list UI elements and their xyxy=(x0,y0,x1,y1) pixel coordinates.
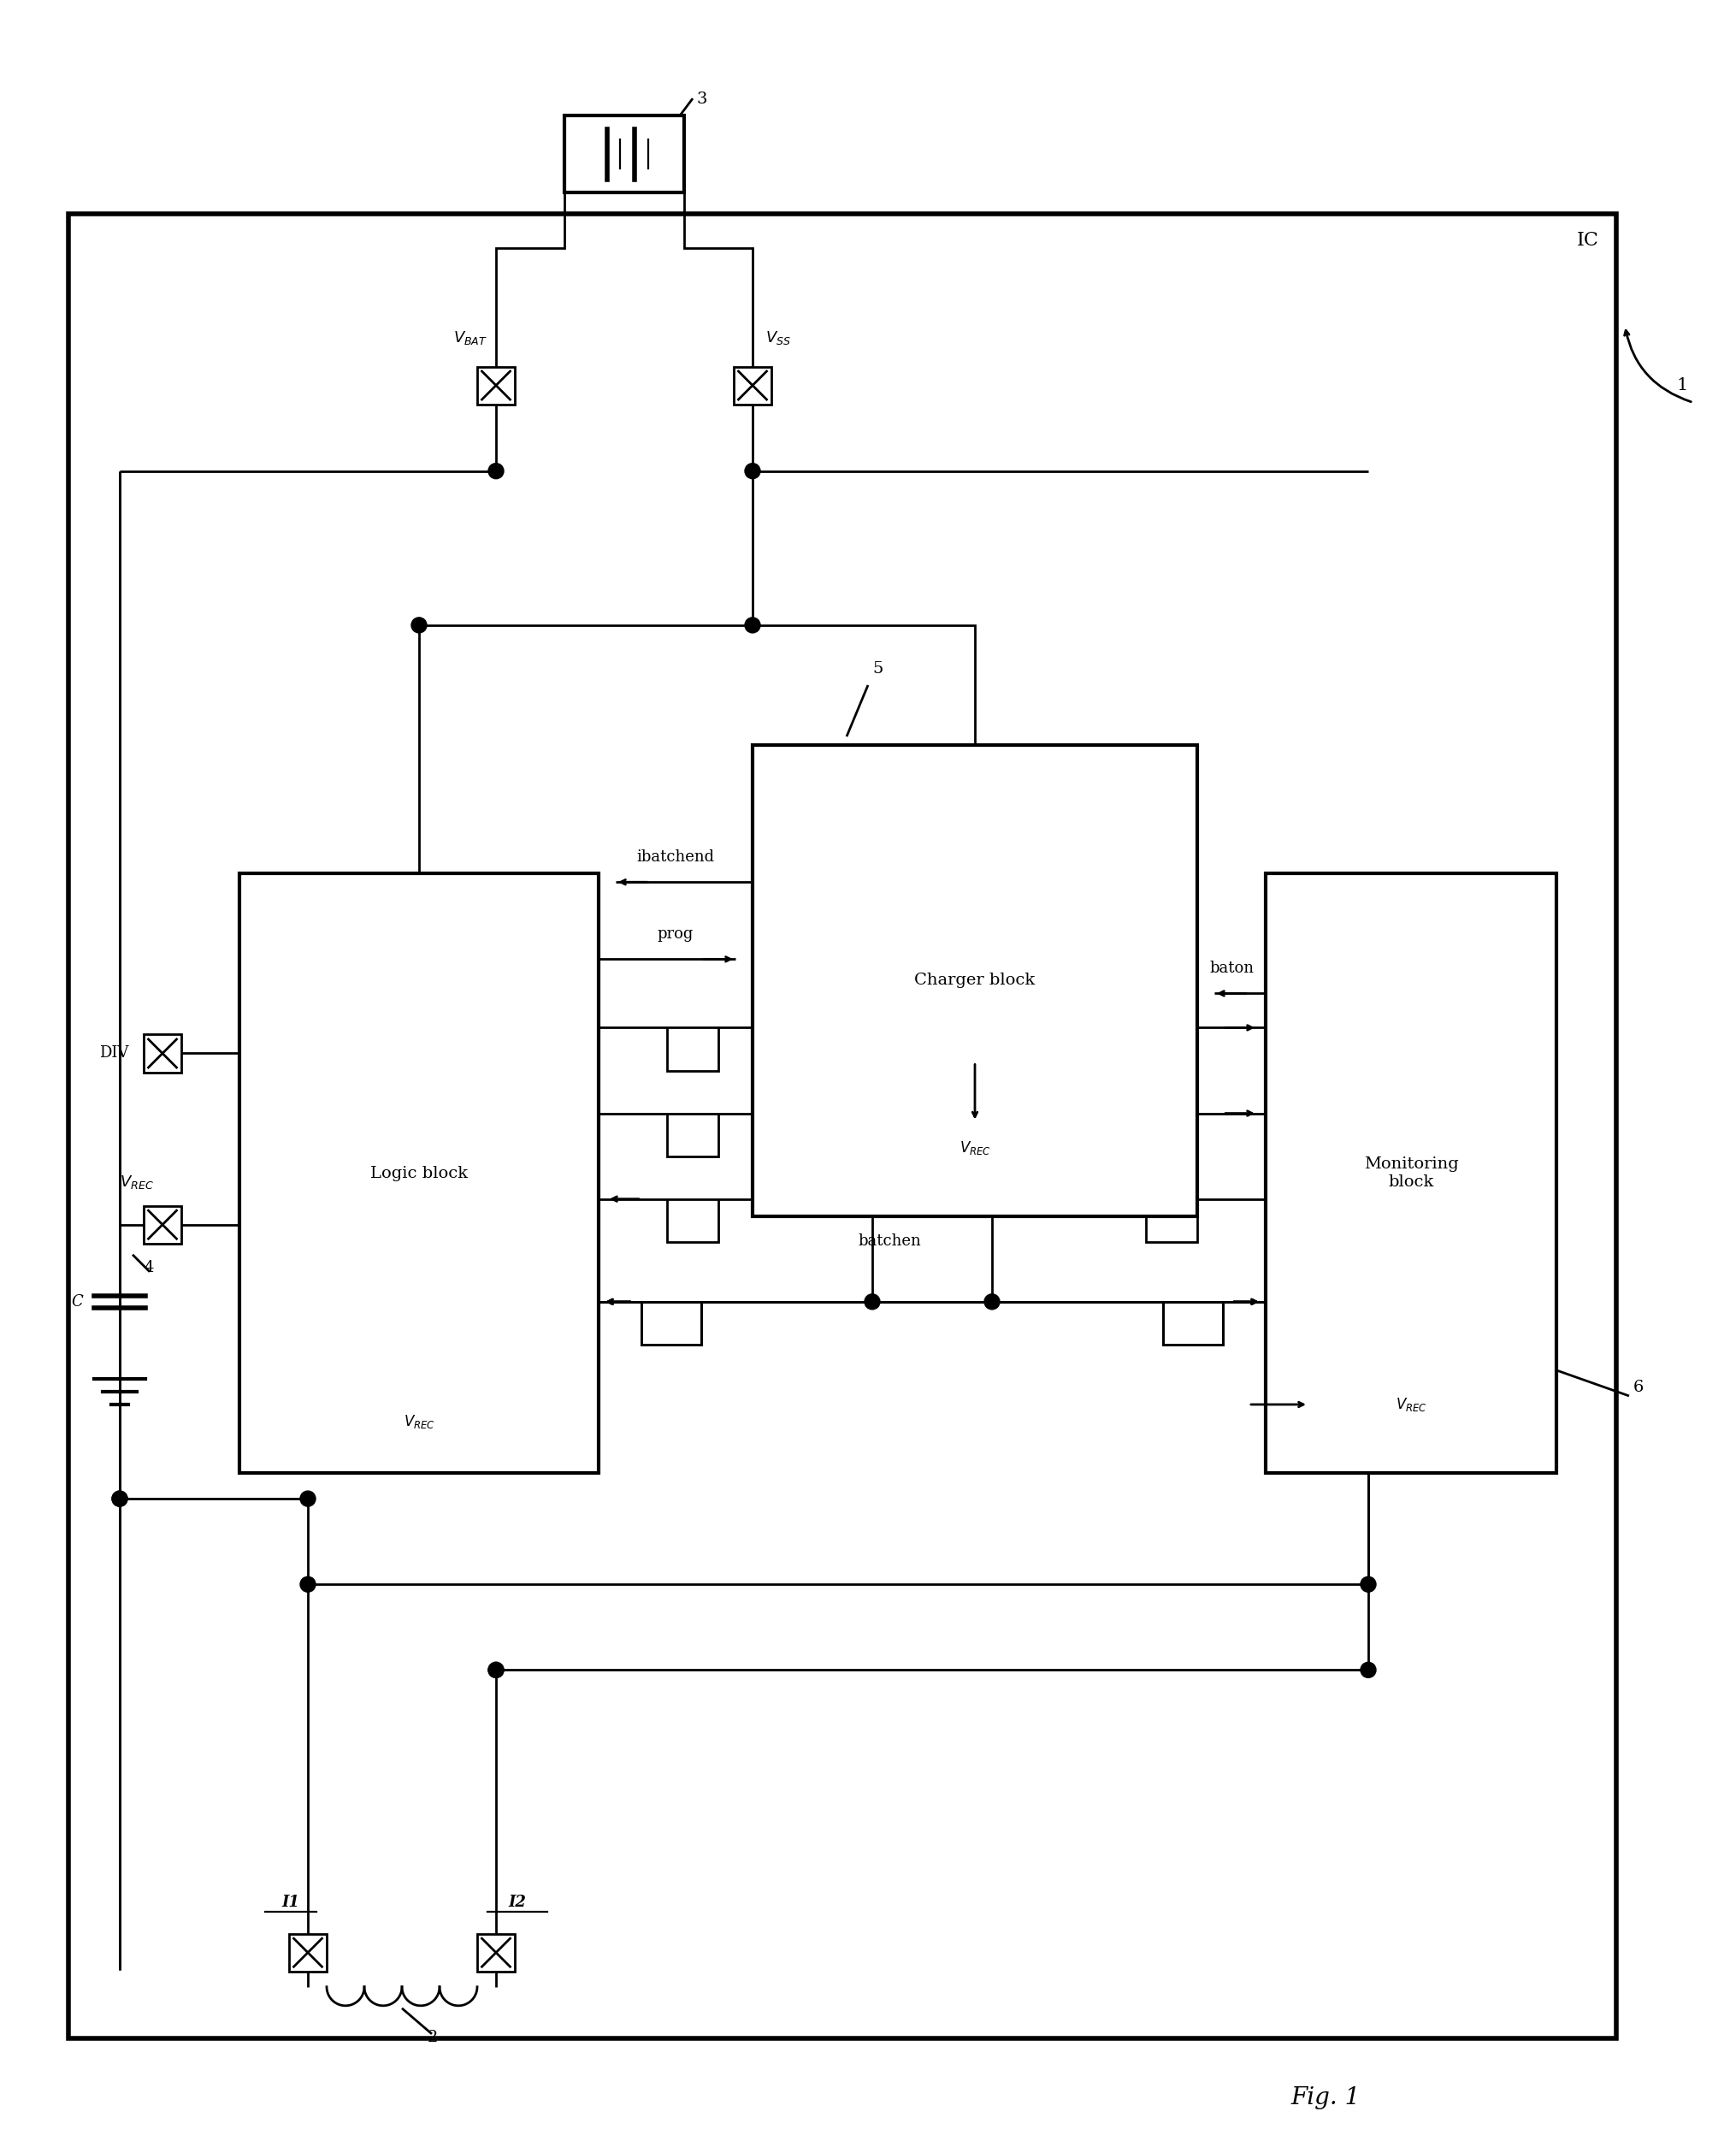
Circle shape xyxy=(745,617,760,634)
Text: $V_{REC}$: $V_{REC}$ xyxy=(1396,1396,1427,1413)
Text: Charger block: Charger block xyxy=(915,972,1035,989)
Text: IC: IC xyxy=(1576,231,1599,250)
Text: Logic block: Logic block xyxy=(370,1165,467,1182)
Circle shape xyxy=(300,1490,316,1507)
Text: baton: baton xyxy=(1210,961,1253,976)
Bar xyxy=(752,745,1198,1216)
Text: Fig. 1: Fig. 1 xyxy=(1292,2087,1361,2109)
Text: $V_{REC}$: $V_{REC}$ xyxy=(120,1173,155,1190)
Bar xyxy=(68,214,1616,2038)
Text: DIV: DIV xyxy=(99,1045,128,1062)
Text: batchen: batchen xyxy=(858,1233,920,1248)
Text: 1: 1 xyxy=(1677,377,1687,394)
Text: 2: 2 xyxy=(427,2030,437,2045)
Bar xyxy=(564,116,684,193)
Bar xyxy=(240,874,599,1473)
Circle shape xyxy=(1361,1576,1377,1593)
Bar xyxy=(1266,874,1557,1473)
Text: $V_{REC}$: $V_{REC}$ xyxy=(403,1413,434,1430)
Text: I1: I1 xyxy=(281,1895,300,1910)
Circle shape xyxy=(1361,1661,1377,1679)
Bar xyxy=(477,1933,516,1972)
Text: 6: 6 xyxy=(1634,1379,1644,1396)
Bar xyxy=(290,1933,326,1972)
Bar xyxy=(144,1034,181,1073)
Circle shape xyxy=(488,1661,503,1679)
Text: prog: prog xyxy=(658,927,694,942)
Circle shape xyxy=(300,1576,316,1593)
Text: 4: 4 xyxy=(144,1259,155,1276)
Bar xyxy=(144,1205,181,1244)
Circle shape xyxy=(488,1661,503,1679)
Text: $V_{BAT}$: $V_{BAT}$ xyxy=(453,330,488,347)
Text: C: C xyxy=(71,1293,83,1310)
Text: ibatchend: ibatchend xyxy=(637,850,715,865)
Circle shape xyxy=(745,462,760,480)
Text: I2: I2 xyxy=(509,1895,526,1910)
Text: 5: 5 xyxy=(871,662,884,677)
Circle shape xyxy=(113,1490,127,1507)
Circle shape xyxy=(113,1490,127,1507)
Circle shape xyxy=(488,462,503,480)
Text: $V_{SS}$: $V_{SS}$ xyxy=(766,330,792,347)
Text: 3: 3 xyxy=(696,92,708,107)
Circle shape xyxy=(865,1293,880,1310)
Bar xyxy=(477,366,516,405)
Circle shape xyxy=(984,1293,1000,1310)
Bar xyxy=(734,366,771,405)
Text: Monitoring
block: Monitoring block xyxy=(1364,1156,1458,1190)
Text: $V_{REC}$: $V_{REC}$ xyxy=(958,1139,991,1156)
Circle shape xyxy=(411,617,427,634)
